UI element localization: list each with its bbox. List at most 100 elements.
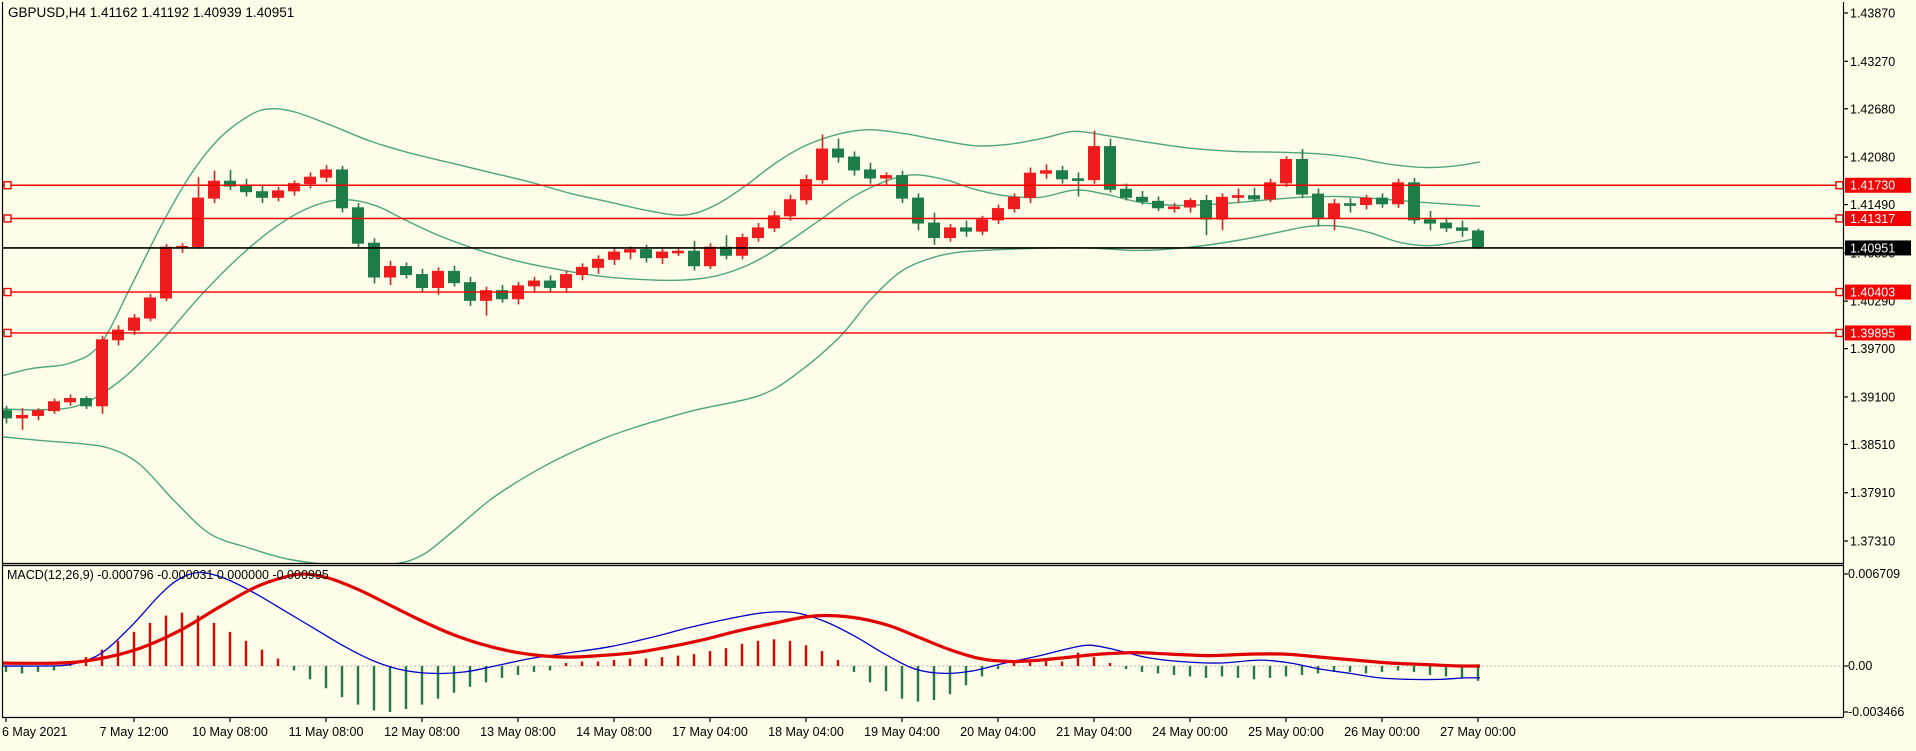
bear-candle <box>1440 217 1452 232</box>
bull-candle <box>192 177 204 249</box>
bull-candle <box>592 255 604 274</box>
price-tick-label: 1.39100 <box>1850 390 1895 404</box>
bull-candle <box>144 293 156 322</box>
bull-candle <box>1040 164 1052 179</box>
candle-body <box>768 215 780 229</box>
candle-body <box>800 179 812 201</box>
candle-body <box>480 290 492 301</box>
time-axis-label: 26 May 00:00 <box>1344 725 1420 739</box>
time-axis-label: 25 May 00:00 <box>1248 725 1324 739</box>
bear-candle <box>864 162 876 184</box>
bull-candle <box>304 172 316 189</box>
time-axis-label: 6 May 2021 <box>2 725 67 739</box>
candles-layer <box>3 130 1484 430</box>
line-endpoint-marker <box>3 214 12 223</box>
candle-body <box>192 197 204 247</box>
candle-body <box>528 280 540 287</box>
line-endpoint-marker <box>3 287 12 297</box>
candle-body <box>736 237 748 256</box>
candle-body <box>704 246 716 267</box>
price-tick-label: 1.43270 <box>1850 55 1895 69</box>
candle-body <box>1056 170 1068 180</box>
bear-candle <box>448 265 460 287</box>
bull-candle <box>512 281 524 305</box>
bull-candle <box>784 194 796 221</box>
candle-body <box>1088 146 1100 181</box>
bear-candle <box>1104 138 1116 193</box>
bull-candle <box>1392 178 1404 208</box>
candle-body <box>896 175 908 199</box>
candle-body <box>48 401 60 412</box>
bull-candle <box>1184 198 1196 213</box>
price-tick-label: 1.37910 <box>1850 486 1895 500</box>
bear-candle <box>1120 183 1132 201</box>
bull-candle <box>1216 193 1228 231</box>
candle-body <box>1200 200 1212 220</box>
chart-frame <box>1 2 1845 719</box>
bull-candle <box>272 186 284 202</box>
time-axis-label: 14 May 08:00 <box>576 725 652 739</box>
bull-candle <box>384 260 396 286</box>
sr-price-badge <box>1845 177 1911 193</box>
bull-candle <box>16 408 28 430</box>
candle-body <box>496 290 508 300</box>
bull-candle <box>208 170 220 203</box>
time-axis[interactable]: 6 May 2021 7 May 12:00 10 May 08:00 11 May … <box>2 718 1516 739</box>
macd-zero-label: 0.00 <box>1848 659 1872 673</box>
bull-candle <box>128 314 140 335</box>
sr-price-badge-text: 1.40403 <box>1850 286 1895 300</box>
candle-body <box>624 249 636 253</box>
bull-candle <box>288 180 300 196</box>
time-axis-label: 7 May 12:00 <box>100 725 169 739</box>
bull-candle <box>880 172 892 186</box>
bear-candle <box>336 165 348 213</box>
candle-body <box>288 183 300 192</box>
line-endpoint-marker <box>1835 181 1844 190</box>
candle-body <box>1280 158 1292 184</box>
bear-candle <box>544 275 556 292</box>
candle-body <box>976 219 988 232</box>
price-tick-label: 1.43870 <box>1850 7 1895 21</box>
candle-body <box>608 251 620 260</box>
horizontal-lines <box>2 181 1844 338</box>
macd-max-label: 0.006709 <box>1848 567 1900 581</box>
bull-candle <box>816 134 828 184</box>
bull-candle <box>576 263 588 281</box>
sr-price-badge-text: 1.41317 <box>1850 212 1895 226</box>
candle-body <box>1152 200 1164 209</box>
candle-body <box>1344 203 1356 206</box>
macd-lines <box>3 571 1481 681</box>
bollinger-lower-line <box>3 224 1481 563</box>
macd-signal-line <box>3 572 1481 668</box>
candle-body <box>1136 196 1148 202</box>
bull-candle <box>1008 193 1020 213</box>
sr-price-badge-text: 1.39895 <box>1850 326 1895 340</box>
time-axis-label: 19 May 04:00 <box>864 725 940 739</box>
candle-body <box>80 398 92 407</box>
candle-body <box>928 222 940 239</box>
candle-body <box>864 169 876 179</box>
candle-body <box>688 250 700 267</box>
bull-candle <box>1168 202 1180 213</box>
candle-body <box>144 297 156 319</box>
candle-body <box>816 148 828 181</box>
price-tick-label: 1.42080 <box>1850 151 1895 165</box>
candle-body <box>304 176 316 185</box>
line-endpoint-marker <box>1835 287 1844 297</box>
price-axis[interactable]: 1.438701.432701.426801.420801.414901.408… <box>1843 7 1904 720</box>
candle-body <box>1408 182 1420 221</box>
candle-body <box>1184 200 1196 208</box>
bear-candle <box>1312 188 1324 227</box>
bear-candle <box>256 184 268 203</box>
bear-candle <box>352 202 364 249</box>
bull-candle <box>992 204 1004 224</box>
bear-candle <box>224 169 236 191</box>
bear-candle <box>416 268 428 292</box>
bull-candle <box>1088 130 1100 184</box>
bear-candle <box>496 285 508 303</box>
candle-body <box>1168 206 1180 210</box>
time-axis-label: 13 May 08:00 <box>480 725 556 739</box>
time-axis-label: 27 May 00:00 <box>1440 725 1516 739</box>
